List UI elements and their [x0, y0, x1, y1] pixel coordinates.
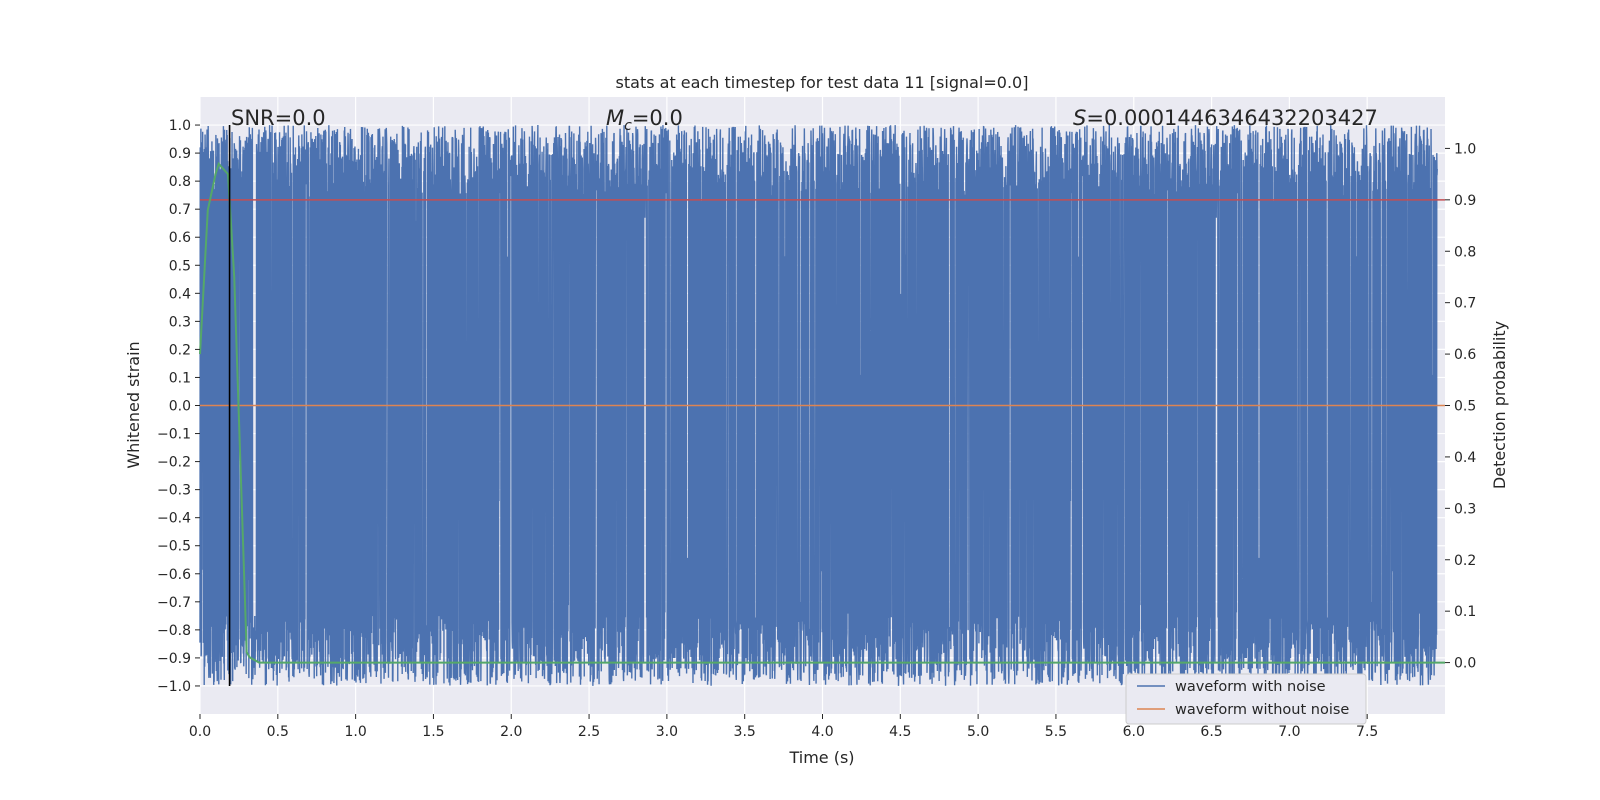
x-tick-label: 4.5	[889, 724, 911, 740]
y2-axis-title: Detection probability	[1490, 321, 1509, 489]
y-tick-label: −0.3	[157, 483, 191, 499]
x-tick-label: 3.0	[656, 724, 678, 740]
annotation-snr: SNR=0.0	[231, 106, 326, 130]
y-tick-label: 0.7	[169, 202, 191, 218]
annotation-mc-symbol: M	[606, 106, 624, 130]
detection-probability-line	[199, 161, 1445, 664]
y2-tick-label: 0.7	[1454, 296, 1476, 312]
y-tick-label: 0.0	[169, 399, 191, 415]
x-tick-label: 7.0	[1278, 724, 1300, 740]
x-tick-label: 7.5	[1356, 724, 1378, 740]
y-tick-label: 0.2	[169, 342, 191, 358]
y-tick-label: 0.8	[169, 174, 191, 190]
x-tick-label: 6.5	[1200, 724, 1222, 740]
y2-tick-label: 0.9	[1454, 193, 1476, 209]
y-tick-label: −0.8	[157, 623, 191, 639]
annotation-mc-value: =0.0	[632, 106, 683, 130]
x-tick-label: 2.0	[500, 724, 522, 740]
annotation-s: S=0.0001446346432203427	[1073, 106, 1378, 130]
y-tick-label: −1.0	[157, 679, 191, 695]
y2-tick-label: 0.4	[1454, 450, 1476, 466]
y-tick-label: 0.3	[169, 314, 191, 330]
data-layer	[199, 125, 1445, 686]
series-noise-line	[199, 125, 1438, 686]
y2-tick-label: 0.6	[1454, 347, 1476, 363]
y2-tick-label: 0.0	[1454, 656, 1476, 672]
y-tick-label: −0.6	[157, 567, 191, 583]
legend-label-clean: waveform without noise	[1175, 702, 1349, 718]
y-tick-label: 1.0	[169, 118, 191, 134]
x-tick-label: 4.0	[811, 724, 833, 740]
y-tick-label: 0.6	[169, 230, 191, 246]
y2-tick-label: 0.3	[1454, 501, 1476, 517]
y2-tick-label: 0.8	[1454, 244, 1476, 260]
y2-tick-label: 0.5	[1454, 399, 1476, 415]
y-tick-label: 0.4	[169, 286, 191, 302]
y-tick-label: −0.5	[157, 539, 191, 555]
x-tick-label: 1.0	[344, 724, 366, 740]
y-tick-label: 0.9	[169, 146, 191, 162]
annotation-s-symbol: S	[1073, 106, 1086, 130]
x-tick-label: 5.0	[967, 724, 989, 740]
y-tick-label: 0.1	[169, 370, 191, 386]
x-tick-label: 2.5	[578, 724, 600, 740]
axis-layer: 0.0 0.5 1.0 1.5 2.0 2.5 3.0 3.5 4.0 4.5 5.0 5.5 6.0 6…	[157, 118, 1476, 740]
y-tick-label: −0.7	[157, 595, 191, 611]
annotation-mc-subscript: c	[624, 118, 632, 134]
chart-title: stats at each timestep for test data 11 …	[616, 73, 1029, 92]
y2-tick-label: 0.2	[1454, 553, 1476, 569]
x-axis-title: Time (s)	[788, 748, 854, 767]
legend-box	[1125, 673, 1367, 725]
y-tick-label: −0.9	[157, 651, 191, 667]
annotation-mc: Mc=0.0	[606, 106, 683, 134]
y2-tick-label: 0.1	[1454, 604, 1476, 620]
y2-tick-label: 1.0	[1454, 141, 1476, 157]
x-tick-label: 1.5	[422, 724, 444, 740]
annotation-s-value: =0.0001446346432203427	[1086, 106, 1378, 130]
x-tick-label: 0.5	[267, 724, 289, 740]
y-tick-label: −0.4	[157, 511, 191, 527]
legend-label-noise: waveform with noise	[1175, 679, 1326, 695]
x-tick-label: 0.0	[189, 724, 211, 740]
y-tick-label: 0.5	[169, 258, 191, 274]
legend: waveform with noise waveform without noi…	[1125, 673, 1367, 725]
x-tick-label: 6.0	[1123, 724, 1145, 740]
y-axis-title: Whitened strain	[124, 341, 143, 468]
y-tick-label: −0.1	[157, 427, 191, 443]
x-tick-label: 3.5	[734, 724, 756, 740]
x-tick-label: 5.5	[1045, 724, 1067, 740]
y-tick-label: −0.2	[157, 455, 191, 471]
